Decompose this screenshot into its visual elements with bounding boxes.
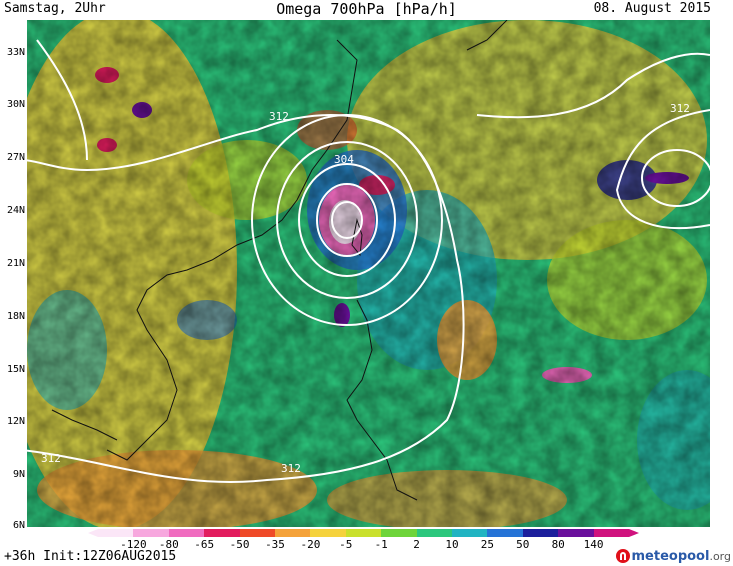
contour-ring	[331, 201, 363, 239]
contour-ring	[251, 114, 443, 326]
colorbar-segment	[558, 529, 595, 537]
colorbar-segment	[204, 529, 241, 537]
colorbar-segment	[310, 529, 347, 537]
colorbar-arrow-left	[88, 529, 98, 537]
colorbar-segment	[133, 529, 170, 537]
colorbar-label: 25	[480, 538, 495, 551]
colorbar-label: -5	[339, 538, 353, 551]
logo-tld: .org	[709, 549, 731, 563]
colorbar-label: -35	[265, 538, 285, 551]
colorbar-label: 2	[413, 538, 420, 551]
contour-line	[36, 39, 88, 161]
colorbar-label: -20	[300, 538, 321, 551]
valid-date-label: 08. August 2015	[593, 1, 711, 16]
colorbar-label: 80	[551, 538, 565, 551]
lat-label: 18N	[6, 311, 25, 322]
colorbar-label: -1	[374, 538, 388, 551]
contour-label: 312	[670, 102, 690, 115]
omega-map: 312 304 312 312 312	[27, 20, 710, 527]
colorbar-label: -80	[158, 538, 179, 551]
lat-label: 12N	[6, 416, 25, 427]
forecast-info: +36h Init:12Z06AUG2015	[4, 549, 177, 564]
lat-label: 24N	[6, 205, 25, 216]
colorbar-segment	[275, 529, 311, 537]
colorbar-segment	[487, 529, 524, 537]
contour-312-line	[615, 109, 710, 229]
colorbar-segment	[168, 529, 205, 537]
contour-label: 312	[281, 462, 301, 475]
contour-label: 304	[334, 153, 354, 166]
lat-label: 6N	[12, 520, 25, 531]
lat-label: 9N	[12, 469, 25, 480]
texture-overlay	[27, 20, 710, 527]
colorbar-label: 10	[445, 538, 459, 551]
colorbar-segment	[452, 529, 488, 537]
logo-text: meteopool	[631, 548, 710, 564]
colorbar-segment	[416, 529, 453, 537]
lat-label: 30N	[6, 99, 25, 110]
colorbar-segment	[98, 529, 134, 537]
contour-ring	[641, 149, 710, 207]
colorbar-arrow-right	[629, 529, 639, 537]
colorbar-label: -50	[229, 538, 250, 551]
header: Samstag, 2Uhr Omega 700hPa [hPa/h] 08. A…	[0, 0, 733, 20]
colorbar-label: 140	[583, 538, 604, 551]
contour-312-line	[476, 52, 710, 119]
colorbar	[98, 529, 630, 537]
lat-label: 27N	[6, 152, 25, 163]
lat-label: 15N	[6, 364, 25, 375]
colorbar-label: -65	[194, 538, 215, 551]
contour-label: 312	[41, 452, 61, 465]
valid-day-label: Samstag, 2Uhr	[4, 1, 106, 16]
map-svg: 312 304 312 312 312	[27, 20, 710, 527]
lat-label: 33N	[6, 47, 25, 58]
colorbar-segment	[522, 529, 559, 537]
lat-label: 21N	[6, 258, 25, 269]
colorbar-segment	[381, 529, 418, 537]
logo-icon	[615, 549, 630, 563]
contour-312-line	[27, 114, 465, 483]
colorbar-segment	[239, 529, 276, 537]
contour-label: 312	[269, 110, 289, 123]
colorbar-label: -120	[120, 538, 147, 551]
colorbar-segment	[593, 529, 630, 537]
meteopool-logo: meteopool.org	[615, 548, 731, 564]
colorbar-segment	[345, 529, 382, 537]
contour-ring	[276, 141, 418, 299]
colorbar-label: 50	[516, 538, 530, 551]
height-contours	[27, 39, 710, 483]
contour-ring	[316, 183, 378, 257]
contour-ring	[298, 163, 396, 277]
contour-labels: 312 304 312 312 312	[41, 102, 690, 475]
map-title: Omega 700hPa [hPa/h]	[276, 0, 457, 18]
